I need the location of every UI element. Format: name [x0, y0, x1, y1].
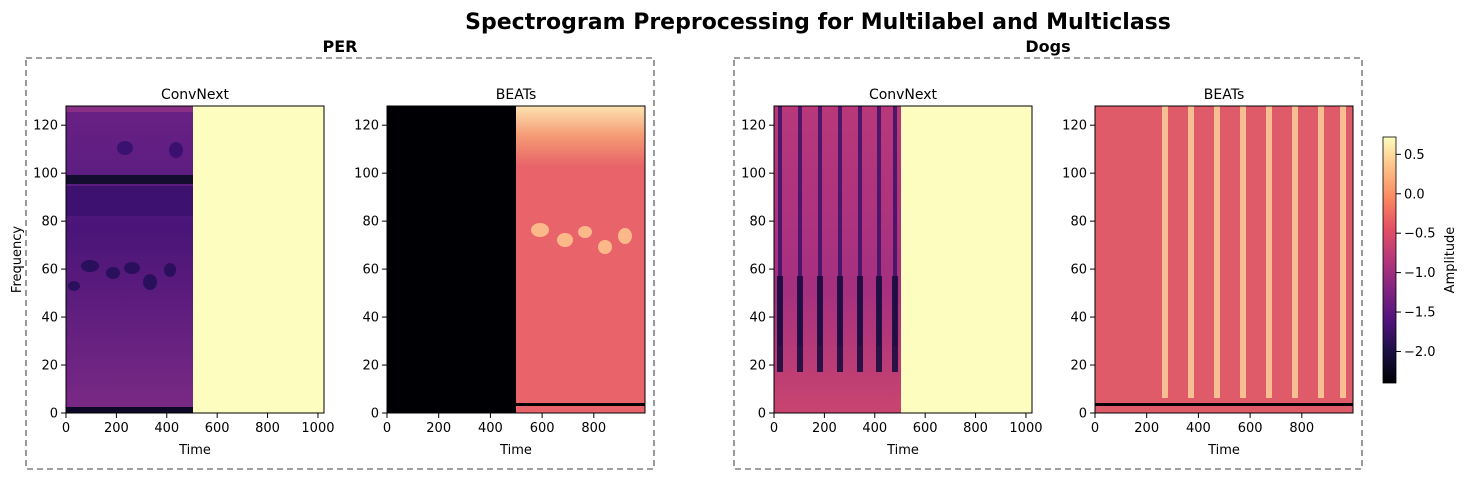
y-tick-label: 80 — [362, 215, 379, 230]
y-tick-label: 120 — [1062, 119, 1087, 134]
x-tick-label: 800 — [581, 421, 606, 436]
panel-1: 0 200 400 600 800 0 20 40 60 80 100 120 BEATs Time — [354, 87, 646, 458]
figure-title: Spectrogram Preprocessing for Multilabel… — [465, 10, 1171, 35]
x-tick-label: 200 — [104, 421, 129, 436]
plot-frame — [1094, 105, 1354, 414]
panel-0: 0 200 400 600 800 1000 0 20 40 60 80 100 120 ConvNext… — [10, 87, 335, 458]
x-tick-label: 800 — [963, 421, 988, 436]
x-axis-label: Time — [499, 443, 532, 458]
x-tick-label: 200 — [426, 421, 451, 436]
y-tick-label: 40 — [41, 311, 58, 326]
y-axis-label: Frequency — [10, 226, 25, 293]
x-tick-label: 0 — [1091, 421, 1099, 436]
spectrogram-images — [66, 106, 1353, 413]
plot-frame — [386, 105, 646, 414]
colorbar-tick-label: 0.5 — [1404, 148, 1425, 163]
x-tick-label: 600 — [1238, 421, 1263, 436]
y-tick-label: 100 — [354, 167, 379, 182]
y-tick-label: 20 — [749, 359, 766, 374]
y-tick-label: 60 — [362, 263, 379, 278]
per-beats-image — [387, 106, 645, 413]
y-tick-label: 120 — [741, 119, 766, 134]
y-tick-label: 40 — [749, 311, 766, 326]
x-tick-label: 600 — [205, 421, 230, 436]
y-tick-label: 40 — [1070, 311, 1087, 326]
x-tick-label: 800 — [1289, 421, 1314, 436]
y-tick-label: 120 — [33, 119, 58, 134]
x-tick-label: 200 — [1134, 421, 1159, 436]
colorbar-gradient — [1382, 136, 1397, 384]
dogs-beats-image — [1095, 106, 1353, 413]
dogs-convnext-image — [774, 106, 1032, 413]
plot-frame — [65, 105, 325, 414]
group-frame-per — [25, 57, 655, 470]
group-title-per: PER — [323, 37, 358, 56]
x-tick-label: 400 — [1186, 421, 1211, 436]
panel-title: BEATs — [1204, 87, 1244, 103]
y-tick-label: 60 — [1070, 263, 1087, 278]
x-tick-label: 0 — [62, 421, 70, 436]
panel-title: ConvNext — [161, 87, 230, 103]
y-tick-label: 60 — [749, 263, 766, 278]
x-tick-label: 800 — [255, 421, 280, 436]
y-tick-label: 80 — [749, 215, 766, 230]
group-title-dogs: Dogs — [1025, 37, 1070, 56]
x-tick-label: 400 — [862, 421, 887, 436]
x-axis-label: Time — [1207, 443, 1240, 458]
y-tick-label: 20 — [41, 359, 58, 374]
x-tick-label: 600 — [530, 421, 555, 436]
y-tick-label: 60 — [41, 263, 58, 278]
x-tick-label: 600 — [913, 421, 938, 436]
y-tick-label: 20 — [362, 359, 379, 374]
group-frame-dogs — [733, 57, 1363, 470]
colorbar-tick-label: −1.5 — [1404, 306, 1436, 321]
x-tick-label: 400 — [478, 421, 503, 436]
x-axis-label: Time — [886, 443, 919, 458]
y-tick-label: 0 — [371, 407, 379, 422]
y-tick-label: 0 — [50, 407, 58, 422]
panel-title: BEATs — [496, 87, 536, 103]
y-tick-label: 40 — [362, 311, 379, 326]
y-tick-label: 80 — [1070, 215, 1087, 230]
y-tick-label: 120 — [354, 119, 379, 134]
x-tick-label: 400 — [154, 421, 179, 436]
panel-3: 0 200 400 600 800 0 20 40 60 80 100 120 BEATs Time — [1062, 87, 1354, 458]
x-tick-label: 1000 — [1009, 421, 1042, 436]
colorbar: 0.5 0.0 −0.5 −1.0 −1.5 −2.0 Amplitude — [1382, 136, 1458, 384]
panel-title: ConvNext — [869, 87, 938, 103]
per-convnext-image — [66, 106, 324, 413]
colorbar-tick-label: −1.0 — [1404, 266, 1436, 281]
plot-frame — [773, 105, 1033, 414]
y-tick-label: 0 — [1079, 407, 1087, 422]
x-axis-label: Time — [178, 443, 211, 458]
y-tick-label: 0 — [758, 407, 766, 422]
y-tick-label: 100 — [33, 167, 58, 182]
colorbar-tick-label: −2.0 — [1404, 345, 1436, 360]
y-tick-label: 100 — [741, 167, 766, 182]
x-tick-label: 0 — [383, 421, 391, 436]
x-tick-label: 0 — [770, 421, 778, 436]
y-tick-label: 100 — [1062, 167, 1087, 182]
colorbar-tick-label: 0.0 — [1404, 187, 1425, 202]
y-tick-label: 20 — [1070, 359, 1087, 374]
colorbar-tick-label: −0.5 — [1404, 227, 1436, 242]
panel-2: 0 200 400 600 800 1000 0 20 40 60 80 100 120 ConvNext… — [741, 87, 1042, 458]
colorbar-label: Amplitude — [1443, 227, 1458, 294]
y-tick-label: 80 — [41, 215, 58, 230]
x-tick-label: 1000 — [301, 421, 334, 436]
x-tick-label: 200 — [812, 421, 837, 436]
